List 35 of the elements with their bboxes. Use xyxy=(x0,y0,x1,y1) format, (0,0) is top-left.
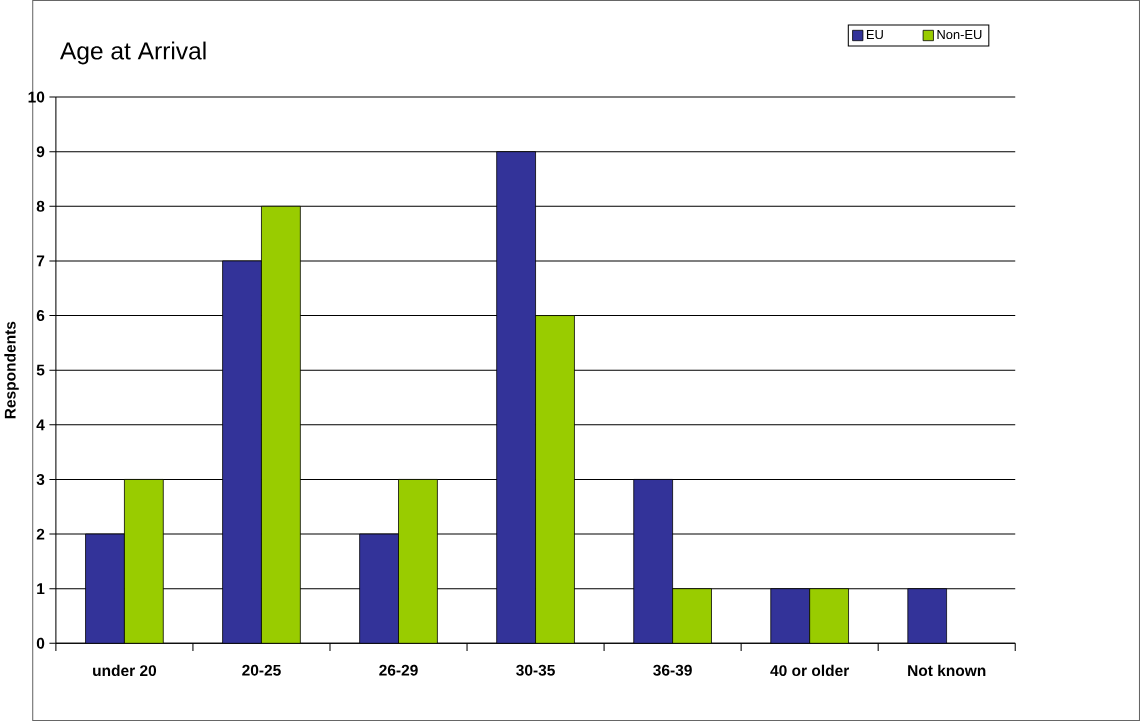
y-tick-label: 4 xyxy=(36,419,45,431)
bar xyxy=(809,588,849,644)
bar xyxy=(672,588,712,644)
legend-label: EU xyxy=(866,30,883,40)
y-tick-label: 10 xyxy=(28,91,45,103)
y-tick-label: 3 xyxy=(36,473,45,485)
bar xyxy=(535,315,575,644)
bar xyxy=(398,479,438,644)
y-tick-label: 0 xyxy=(36,637,45,649)
y-tick-label: 2 xyxy=(36,528,45,540)
bar xyxy=(261,205,301,644)
y-tick-label: 5 xyxy=(36,364,45,376)
x-tick-label: 30-35 xyxy=(516,664,555,676)
bar xyxy=(496,151,536,644)
bar xyxy=(907,588,948,644)
y-tick-label: 7 xyxy=(36,255,45,267)
x-tick-label: 40 or older xyxy=(770,664,850,677)
x-tick-label: Not known xyxy=(908,664,986,677)
x-tick-label: under 20 xyxy=(93,664,157,677)
bar xyxy=(124,479,164,644)
y-tick-label: 1 xyxy=(37,583,45,595)
bar xyxy=(85,533,125,644)
x-tick-label: 26-29 xyxy=(379,664,418,676)
x-tick-label: 36-39 xyxy=(653,664,692,676)
bar xyxy=(359,533,399,644)
legend-label: Non-EU xyxy=(937,30,982,40)
x-tick-label: 20-25 xyxy=(242,664,281,676)
y-tick-label: 9 xyxy=(36,146,45,158)
bar xyxy=(633,479,673,644)
chart-title: Age at Arrival xyxy=(60,41,206,65)
y-tick-label: 6 xyxy=(36,310,45,322)
y-axis-title: Respondents xyxy=(4,321,19,419)
bar xyxy=(770,588,811,644)
bar xyxy=(222,260,262,644)
y-tick-label: 8 xyxy=(36,200,45,212)
